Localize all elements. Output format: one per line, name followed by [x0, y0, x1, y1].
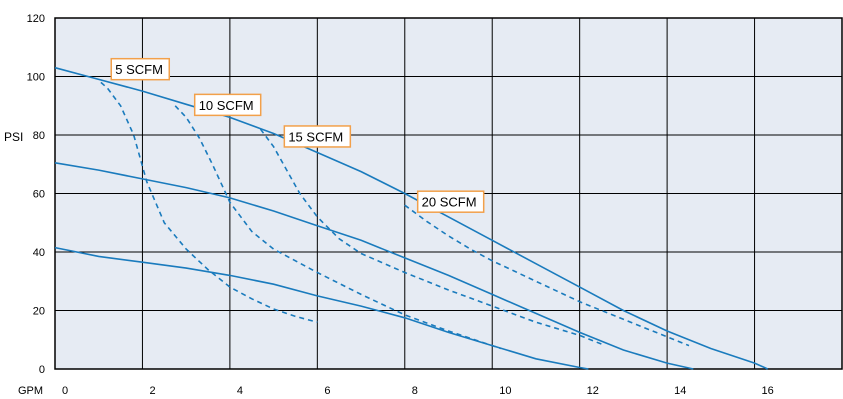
x-tick-label: 6	[324, 385, 330, 397]
curve-label: 10 SCFM	[199, 98, 254, 113]
y-tick-label: 60	[33, 189, 45, 201]
y-axis-label: PSI	[4, 130, 23, 144]
x-tick-label: 14	[674, 385, 686, 397]
x-tick-label: 4	[237, 385, 243, 397]
x-tick-label: 12	[587, 385, 599, 397]
x-tick-label: 0	[62, 385, 68, 397]
curve-label: 15 SCFM	[288, 129, 343, 144]
y-tick-label: 40	[33, 247, 45, 259]
scfm-curve	[259, 128, 602, 345]
pressure-curve	[54, 246, 589, 370]
y-tick-label: 0	[39, 364, 45, 376]
scfm-curve	[404, 204, 690, 347]
y-tick-label: 100	[27, 72, 45, 84]
curve-label-box	[283, 125, 352, 148]
curve-label-box	[193, 93, 262, 117]
curve-label-box	[416, 190, 485, 213]
curve-label: 20 SCFM	[422, 195, 477, 210]
x-tick-label: 16	[762, 385, 774, 397]
pressure-curve	[54, 162, 694, 370]
curve-label-box	[110, 57, 171, 81]
scfm-curve	[174, 105, 502, 350]
scfm-curve	[100, 81, 318, 323]
curve-labels: 5 SCFM 10 SCFM 15 SCFM 20 SCFM	[110, 57, 485, 213]
x-tick-label: 10	[499, 385, 511, 397]
x-axis-label: GPM	[18, 385, 43, 397]
tick-labels: 024681012141618020406080100120	[27, 13, 774, 397]
y-tick-label: 120	[27, 13, 45, 25]
y-tick-label: 80	[33, 130, 45, 142]
plot-frame	[54, 17, 843, 370]
y-tick-label: 20	[33, 306, 45, 318]
x-tick-label: 8	[412, 385, 418, 397]
curve-label: 5 SCFM	[115, 62, 163, 77]
x-tick-label: 2	[149, 385, 155, 397]
